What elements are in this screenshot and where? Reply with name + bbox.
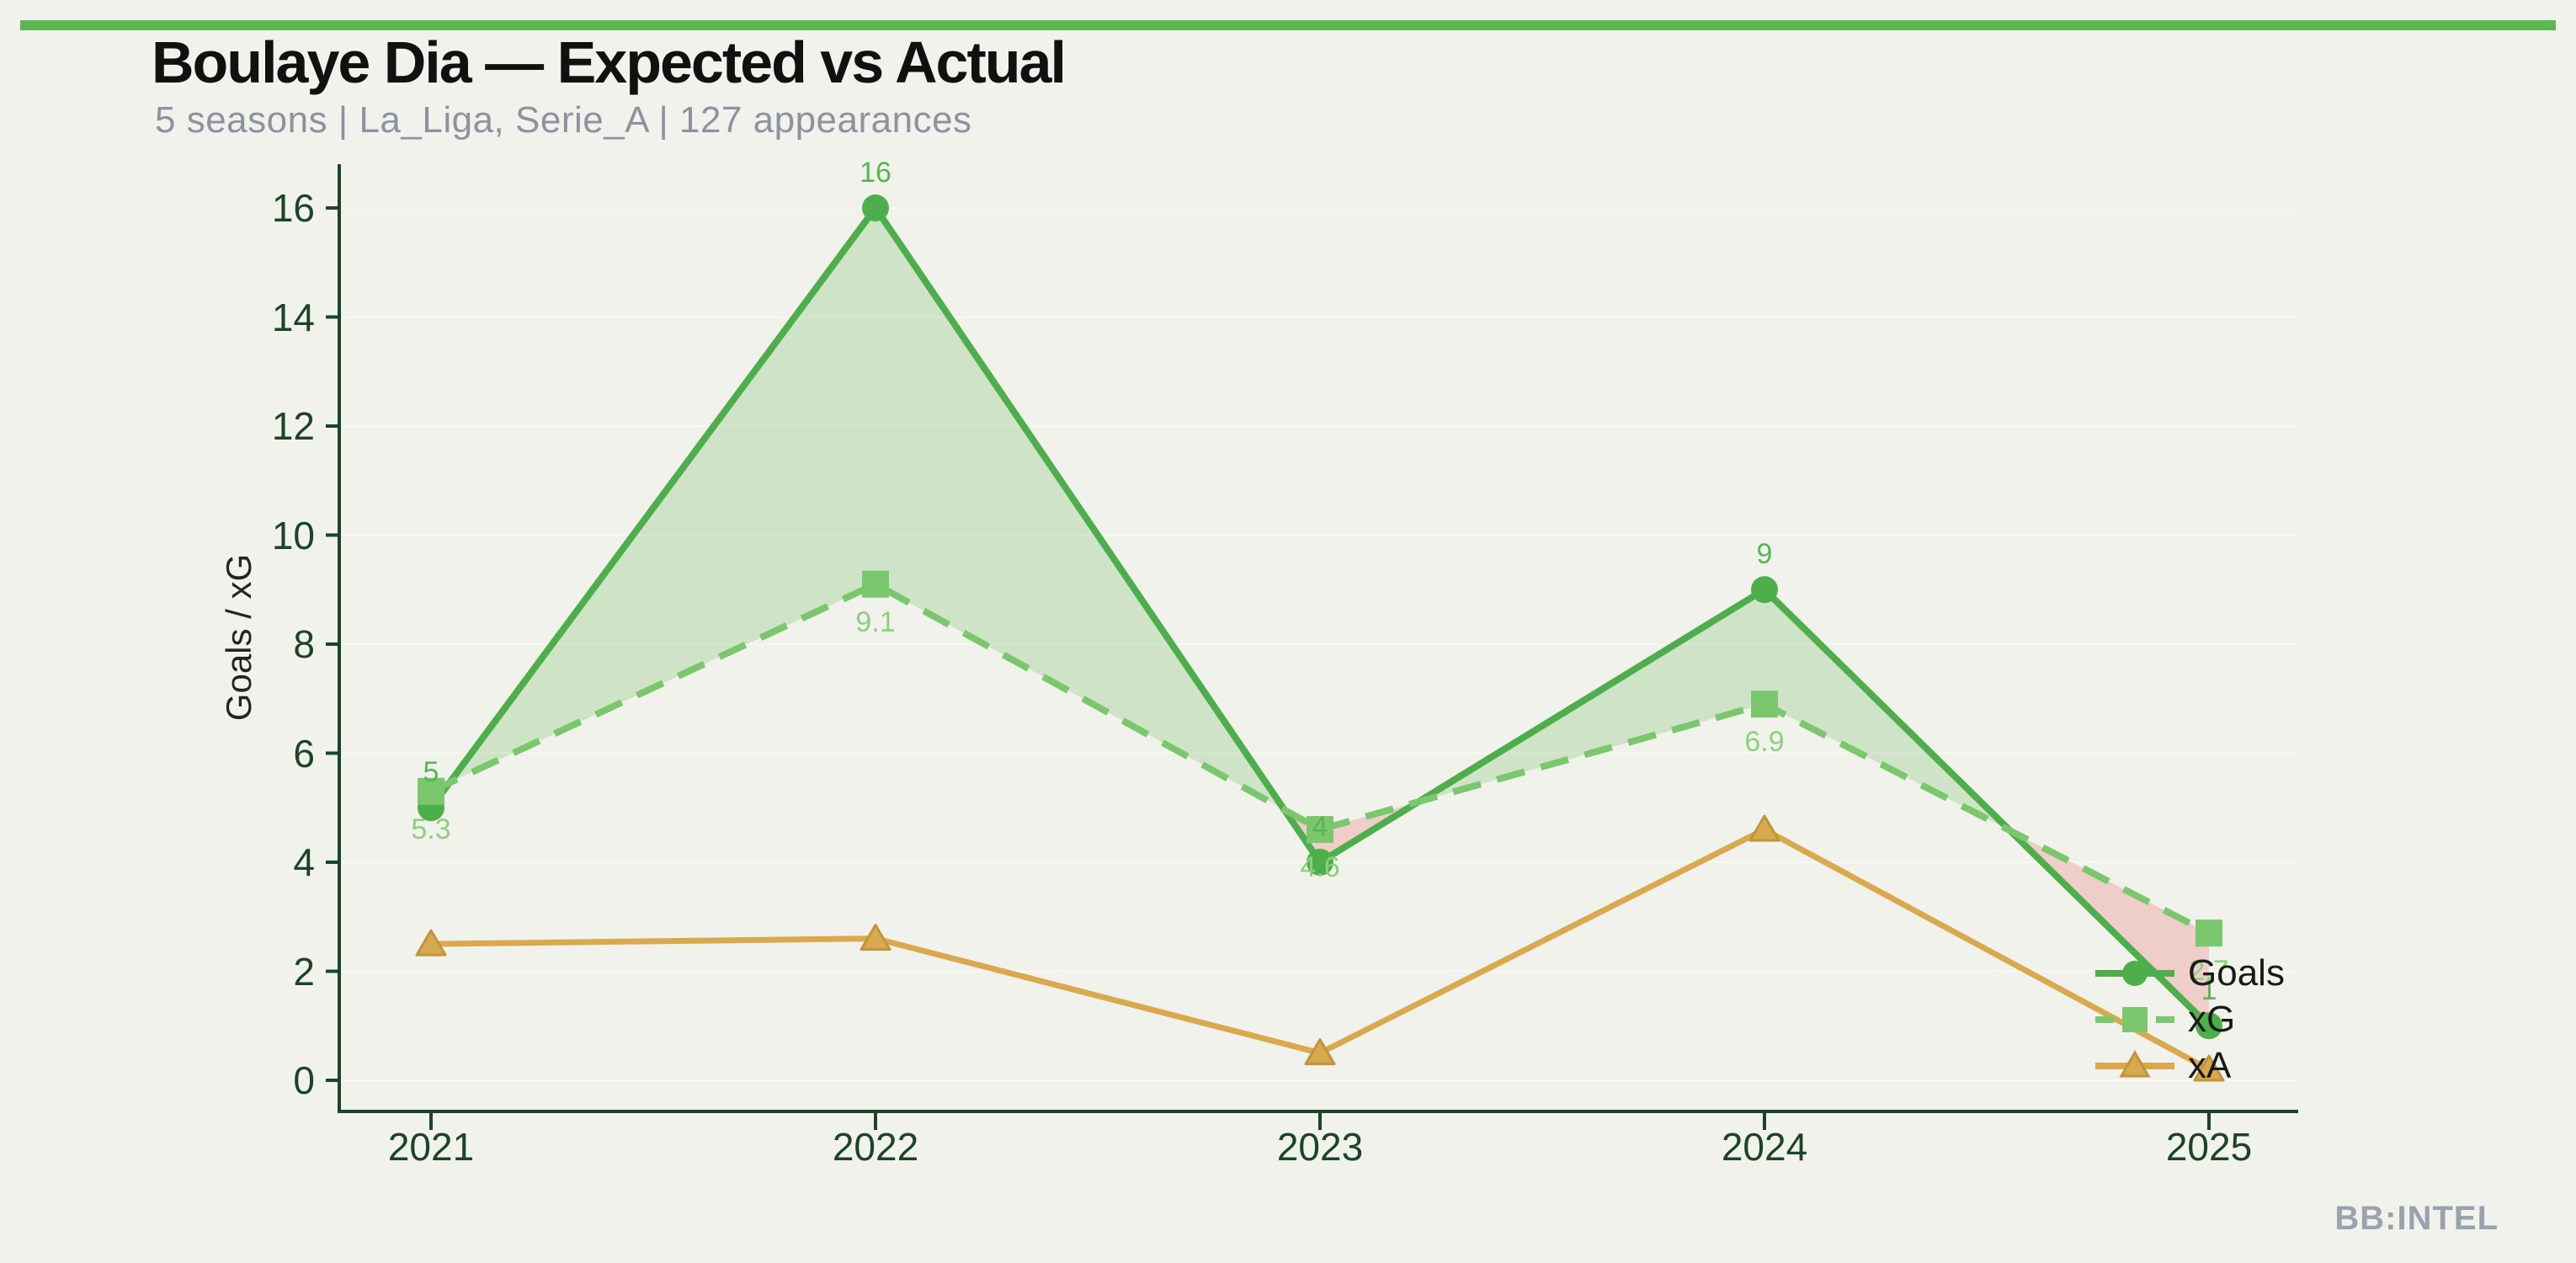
goals-marker	[2195, 1012, 2222, 1040]
goals-marker	[1751, 576, 1778, 604]
watermark: BB:INTEL	[2334, 1200, 2499, 1237]
accent-bar	[20, 20, 2556, 30]
goals-marker	[1307, 849, 1333, 876]
xa-marker	[1748, 814, 1780, 842]
y-tick-label: 8	[293, 622, 315, 666]
legend: Goals xG xA	[2094, 950, 2285, 1089]
page-subtitle: 5 seasons | La_Liga, Serie_A | 127 appea…	[155, 99, 972, 141]
xg-marker	[418, 777, 444, 805]
xg-value-label: 2.7	[2189, 955, 2229, 988]
legend-xg-sample-icon	[2095, 1006, 2174, 1032]
xa-marker	[1304, 1038, 1336, 1066]
y-tick-label: 16	[271, 186, 315, 230]
xa-marker	[860, 924, 891, 951]
legend-xa-sample-icon	[2095, 1049, 2174, 1077]
xg-value-label: 9.1	[855, 605, 896, 638]
y-tick-label: 6	[293, 731, 315, 775]
goals-value-label: 4	[1312, 811, 1328, 843]
legend-row-goals: Goals	[2094, 950, 2285, 996]
x-tick-label: 2024	[1721, 1125, 1808, 1169]
xg-marker	[1307, 816, 1333, 844]
xg-marker	[862, 570, 889, 598]
xg-marker	[1751, 690, 1778, 718]
fill-underperformance	[2009, 829, 2209, 1026]
legend-goals-marker-icon	[2122, 960, 2148, 986]
goals-value-label: 16	[860, 157, 891, 189]
y-tick-label: 12	[271, 404, 315, 448]
page-title: Boulaye Dia — Expected vs Actual	[152, 29, 1067, 95]
legend-label-xa: xA	[2188, 1044, 2232, 1086]
legend-row-xa: xA	[2094, 1042, 2285, 1089]
xg-value-label: 5.3	[411, 813, 451, 845]
xg-line	[429, 580, 2211, 936]
legend-label-xg: xG	[2188, 998, 2236, 1040]
fill-overperformance	[450, 208, 1285, 811]
xg-value-label: 6.9	[1744, 726, 1785, 759]
goals-value-label: 1	[2201, 974, 2217, 1007]
legend-goals-sample-icon	[2095, 960, 2174, 986]
y-tick-label: 0	[293, 1058, 315, 1102]
fill-underperformance	[1285, 801, 1419, 862]
xg-marker	[2195, 919, 2222, 947]
y-tick-label: 4	[293, 840, 315, 884]
legend-xg-marker-icon	[2122, 1006, 2148, 1032]
x-tick-label: 2023	[1276, 1125, 1364, 1169]
x-tick-label: 2025	[2165, 1125, 2253, 1169]
fill-overperformance	[1419, 589, 2009, 830]
legend-row-xg: xG	[2094, 996, 2285, 1042]
y-tick-label: 10	[271, 513, 315, 557]
legend-xa-marker-icon	[2119, 1049, 2151, 1077]
goals-value-label: 9	[1756, 538, 1773, 571]
goals-marker	[862, 195, 889, 221]
legend-label-goals: Goals	[2188, 951, 2285, 994]
goals-value-label: 5	[423, 756, 439, 789]
y-tick-label: 2	[293, 949, 315, 994]
xa-marker	[415, 929, 447, 957]
x-tick-label: 2021	[387, 1125, 475, 1169]
xg-value-label: 4.6	[1300, 851, 1340, 884]
y-tick-label: 14	[271, 295, 315, 339]
xa-marker	[2193, 1054, 2225, 1082]
x-tick-label: 2022	[832, 1125, 919, 1169]
